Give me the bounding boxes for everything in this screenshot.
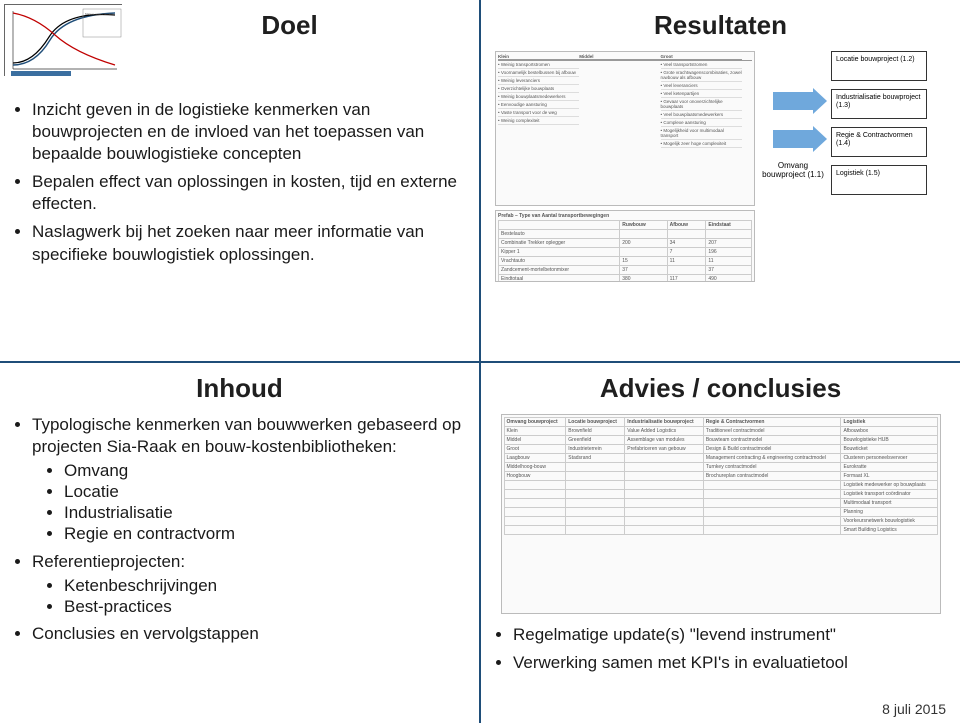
- resultaten-body: Klein Middel Groot • Weinig transportstr…: [495, 51, 946, 282]
- inhoud-sub: Omvang: [64, 460, 465, 481]
- footer-date: 8 juli 2015: [882, 701, 946, 717]
- title-resultaten: Resultaten: [495, 10, 946, 41]
- title-advies: Advies / conclusies: [495, 373, 946, 404]
- inhoud-list: Typologische kenmerken van bouwwerken ge…: [14, 414, 465, 646]
- box-regie: Regie & Contractvormen (1.4): [831, 127, 927, 157]
- arrow-column: Omvang bouwproject (1.1): [761, 51, 825, 211]
- box-logistiek: Logistiek (1.5): [831, 165, 927, 195]
- advies-item: Regelmatige update(s) "levend instrument…: [513, 624, 946, 646]
- box-locatie: Locatie bouwproject (1.2): [831, 51, 927, 81]
- quad-resultaten: Resultaten Klein Middel Groot • Weinig t…: [481, 0, 960, 361]
- doel-item: Naslagwerk bij het zoeken naar meer info…: [32, 221, 465, 265]
- inhoud-item: Referentieprojecten: Ketenbeschrijvingen…: [32, 551, 465, 618]
- arrow-icon: [773, 92, 813, 110]
- title-doel: Doel: [114, 10, 465, 41]
- advies-list: Regelmatige update(s) "levend instrument…: [495, 624, 946, 674]
- box-industrialisatie: Industrialisatie bouwproject (1.3): [831, 89, 927, 119]
- inhoud-sub: Industrialisatie: [64, 502, 465, 523]
- omvang-label: Omvang bouwproject (1.1): [761, 162, 825, 180]
- advies-table-thumb: Omvang bouwprojectLocatie bouwprojectInd…: [501, 414, 941, 614]
- quad-doel: Mate v. spec./Studies Doel Inzicht geven…: [0, 0, 479, 361]
- svg-text:Mate v. spec./Studies: Mate v. spec./Studies: [85, 12, 114, 16]
- doel-item: Bepalen effect van oplossingen in kosten…: [32, 171, 465, 215]
- inhoud-sub: Regie en contractvorm: [64, 523, 465, 544]
- quad-inhoud: Inhoud Typologische kenmerken van bouwwe…: [0, 363, 479, 723]
- advies-item: Verwerking samen met KPI's in evaluatiet…: [513, 652, 946, 674]
- inhoud-item: Typologische kenmerken van bouwwerken ge…: [32, 414, 465, 545]
- slide-grid: Mate v. spec./Studies Doel Inzicht geven…: [0, 0, 960, 723]
- inhoud-item: Conclusies en vervolgstappen: [32, 623, 465, 645]
- inhoud-sub: Best-practices: [64, 596, 465, 617]
- title-inhoud: Inhoud: [14, 373, 465, 404]
- mini-chart-thumbnail: Mate v. spec./Studies: [4, 4, 122, 76]
- inhoud-text: Typologische kenmerken van bouwwerken ge…: [32, 415, 461, 456]
- prefab-table-thumb: Prefab – Type van Aantal transportbewegi…: [495, 210, 755, 282]
- quad-advies: Advies / conclusies Omvang bouwprojectLo…: [481, 363, 960, 723]
- inhoud-sub: Ketenbeschrijvingen: [64, 575, 465, 596]
- doel-item: Inzicht geven in de logistieke kenmerken…: [32, 99, 465, 165]
- inhoud-text: Referentieprojecten:: [32, 552, 185, 571]
- doel-list: Inzicht geven in de logistieke kenmerken…: [14, 99, 465, 266]
- arrow-icon: [773, 130, 813, 148]
- comparison-table-thumb: Klein Middel Groot • Weinig transportstr…: [495, 51, 755, 206]
- category-boxes: Locatie bouwproject (1.2) Industrialisat…: [831, 51, 927, 195]
- inhoud-sub: Locatie: [64, 481, 465, 502]
